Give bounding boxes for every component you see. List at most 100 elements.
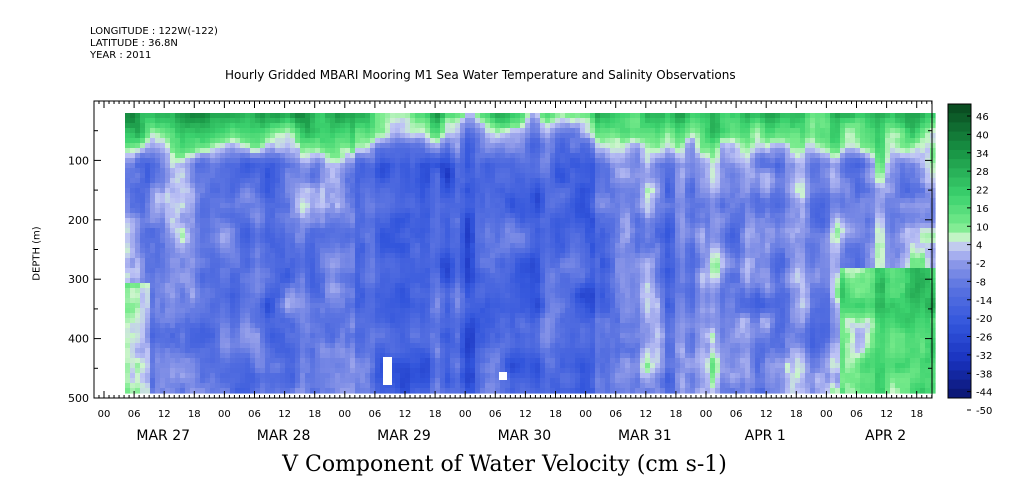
- longitude-label: LONGITUDE : 122W(-122): [90, 26, 218, 37]
- x-hour-label: 00: [579, 409, 592, 420]
- colorbar-segment: [948, 214, 971, 224]
- colorbar-label: -8: [976, 277, 986, 288]
- x-hour-label: 18: [308, 409, 321, 420]
- x-day-label: MAR 31: [618, 428, 672, 444]
- x-hour-label: 12: [880, 409, 893, 420]
- x-hour-label: 00: [820, 409, 833, 420]
- x-hour-label: 18: [670, 409, 683, 420]
- x-hour-label: 12: [639, 409, 652, 420]
- x-day-label: MAR 27: [136, 428, 190, 444]
- colorbar-label: 40: [976, 130, 989, 141]
- colorbar-segment: [948, 352, 971, 362]
- colorbar-label: 34: [976, 149, 989, 160]
- x-hour-label: 12: [760, 409, 773, 420]
- x-hour-label: 00: [218, 409, 231, 420]
- x-hour-label: 06: [369, 409, 382, 420]
- colorbar-segment: [948, 260, 971, 270]
- x-hour-label: 06: [248, 409, 261, 420]
- x-day-label: MAR 28: [257, 428, 311, 444]
- x-hour-label: 06: [730, 409, 743, 420]
- x-day-label: APR 1: [745, 428, 786, 444]
- x-hour-label: 18: [790, 409, 803, 420]
- y-tick-label: 300: [68, 273, 89, 286]
- colorbar-label: 10: [976, 222, 989, 233]
- x-day-label: APR 2: [865, 428, 906, 444]
- colorbar-segment: [948, 186, 971, 197]
- colorbar-label: -20: [976, 314, 992, 325]
- colorbar-segment: [948, 195, 971, 206]
- x-hour-label: 06: [128, 409, 141, 420]
- x-hour-label: 12: [158, 409, 171, 420]
- colorbar-label: -26: [976, 333, 992, 344]
- colorbar-segment: [948, 177, 971, 188]
- x-day-label: MAR 30: [498, 428, 552, 444]
- x-hour-label: 18: [429, 409, 442, 420]
- y-tick-label: 200: [68, 214, 89, 227]
- axes: 100 200 300 400 500 00 06 12 18 00 06 12 18 00 06 12 18 0…: [68, 101, 933, 444]
- chart-title: Hourly Gridded MBARI Mooring M1 Sea Wate…: [225, 68, 736, 82]
- colorbar-segment: [948, 122, 971, 133]
- colorbar-label: -44: [976, 388, 992, 399]
- colorbar-segment: [948, 113, 971, 123]
- colorbar-segment: [948, 315, 971, 325]
- x-hour-label: 18: [549, 409, 562, 420]
- x-hour-label: 18: [910, 409, 923, 420]
- colorbar-segment: [948, 333, 971, 344]
- colorbar-segment: [948, 342, 971, 353]
- y-tick-label: 500: [68, 392, 89, 405]
- colorbar-segment: [948, 205, 971, 215]
- colorbar-label: 4: [976, 241, 982, 252]
- colorbar-segment: [948, 296, 971, 307]
- colorbar-label: -14: [976, 296, 992, 307]
- colorbar-label: -2: [976, 259, 986, 270]
- colorbar: 46 40 34 28 22 16 10 4 -2 -8 -14 -20 -26 -32 -38 -44 -50: [947, 103, 992, 417]
- x-day-label: MAR 29: [377, 428, 431, 444]
- colorbar-label: -38: [976, 369, 992, 380]
- colorbar-segment: [948, 324, 971, 335]
- colorbar-label: -50: [976, 406, 992, 417]
- x-hour-label: 00: [459, 409, 472, 420]
- colorbar-segment: [948, 361, 971, 371]
- colorbar-segment: [948, 140, 971, 151]
- colorbar-label: 28: [976, 167, 989, 178]
- colorbar-segment: [948, 149, 971, 160]
- x-hour-label: 12: [278, 409, 291, 420]
- x-hour-label: 00: [98, 409, 111, 420]
- colorbar-segment: [948, 370, 971, 381]
- x-axis-title: V Component of Water Velocity (cm s-1): [282, 452, 727, 477]
- colorbar-label: 46: [976, 112, 989, 123]
- data-gap: [383, 357, 392, 385]
- colorbar-segment: [948, 168, 971, 178]
- colorbar-segment: [948, 104, 971, 114]
- x-hour-label: 00: [338, 409, 351, 420]
- x-hour-label: 12: [399, 409, 412, 420]
- x-hour-label: 06: [609, 409, 622, 420]
- colorbar-segment: [948, 232, 971, 243]
- colorbar-label: -32: [976, 351, 992, 362]
- colorbar-segment: [948, 131, 971, 142]
- colorbar-segment: [948, 159, 971, 169]
- y-tick-label: 100: [68, 154, 89, 167]
- x-hour-label: 06: [489, 409, 502, 420]
- y-tick-label: 400: [68, 333, 89, 346]
- latitude-label: LATITUDE : 36.8N: [90, 38, 178, 49]
- year-label: YEAR : 2011: [90, 50, 152, 61]
- colorbar-segment: [948, 287, 971, 298]
- data-gap: [499, 372, 507, 380]
- x-hour-label: 00: [700, 409, 713, 420]
- colorbar-segment: [948, 388, 971, 399]
- colorbar-segment: [948, 379, 971, 390]
- colorbar-segment: [948, 269, 971, 280]
- colorbar-segment: [948, 241, 971, 252]
- colorbar-label: 16: [976, 204, 989, 215]
- heatmap-field: [125, 113, 936, 394]
- x-hour-label: 18: [188, 409, 201, 420]
- colorbar-segment: [948, 306, 971, 316]
- x-hour-label: 06: [850, 409, 863, 420]
- colorbar-segment: [948, 278, 971, 289]
- x-hour-label: 12: [519, 409, 532, 420]
- colorbar-segment: [948, 223, 971, 234]
- colorbar-frame: [947, 103, 972, 399]
- colorbar-label: 22: [976, 186, 989, 197]
